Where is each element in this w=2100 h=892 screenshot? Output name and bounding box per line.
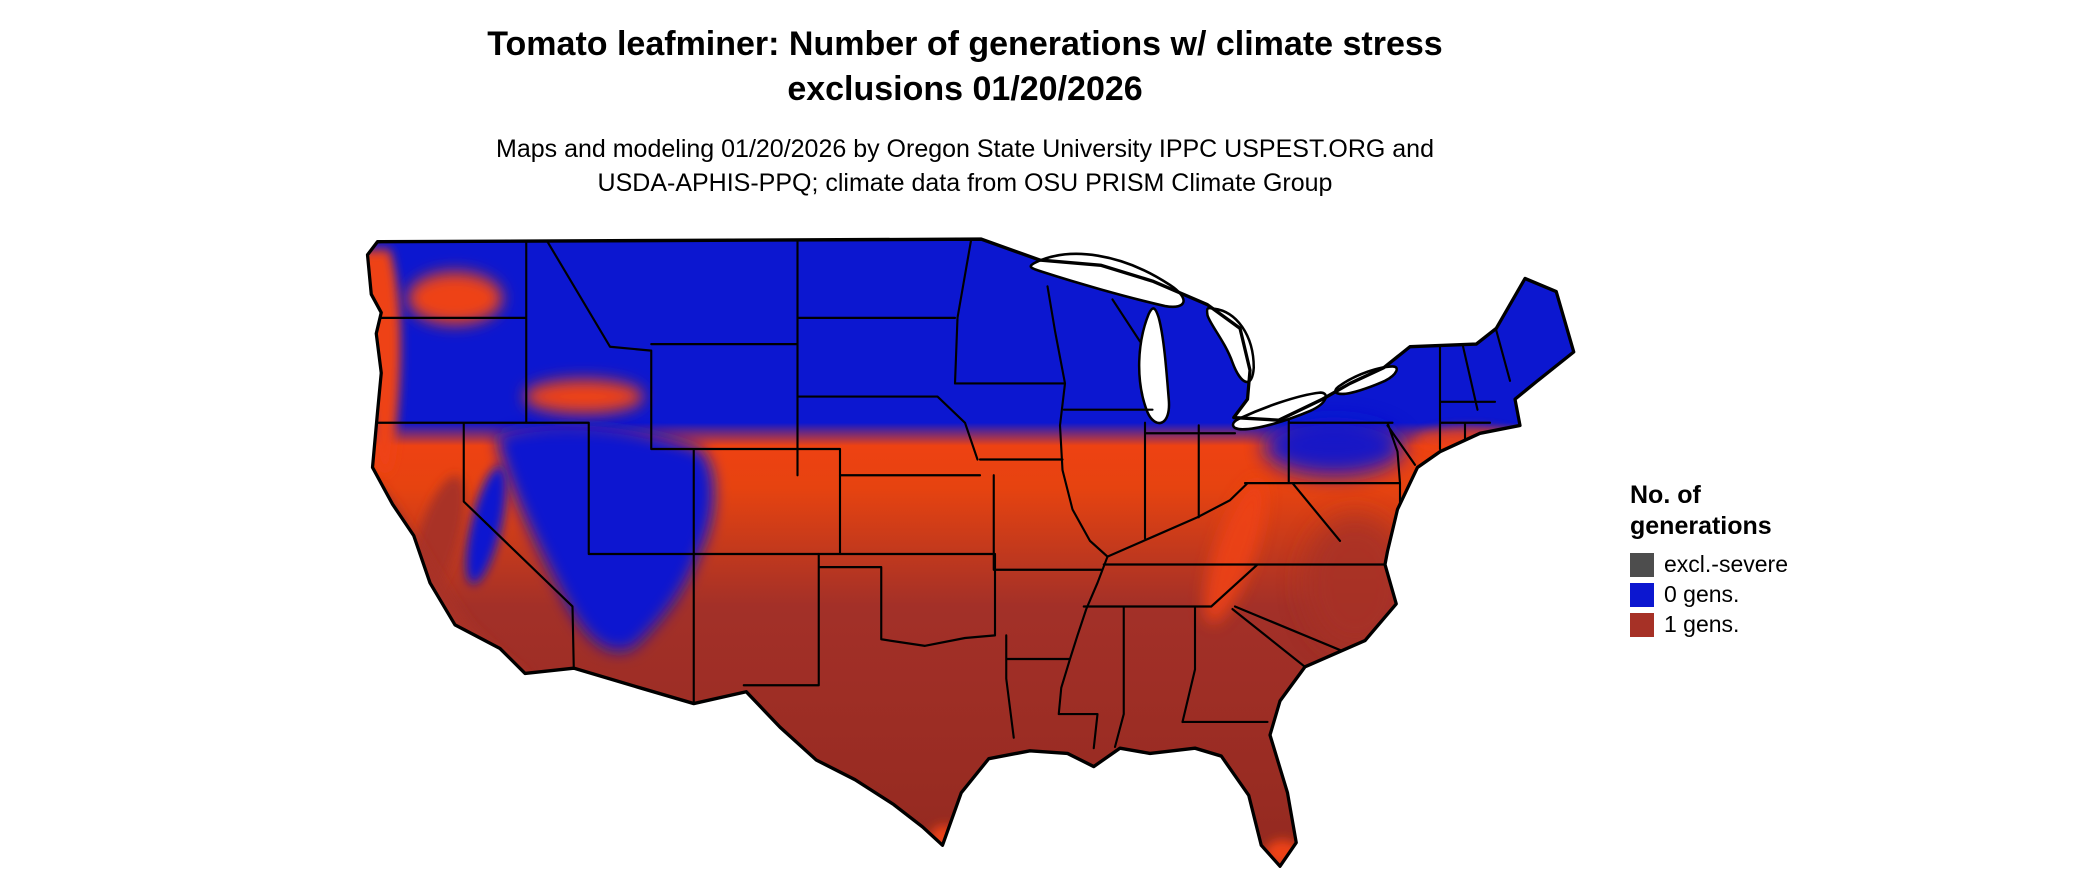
legend-heading-line1: No. of [1630, 481, 1701, 509]
zero-gens-color-swatch [1630, 582, 1654, 607]
sierra-nevada-blue-patch [466, 466, 507, 584]
appalachian-orange-tongue [1203, 479, 1267, 624]
legend-item-1-gens: 1 gens. [1630, 611, 1788, 638]
state-borders [373, 239, 1512, 750]
legend-item-excl-severe: excl.-severe [1630, 551, 1788, 578]
legend-label-excl-severe: excl.-severe [1664, 551, 1788, 577]
us-generations-map [340, 226, 1590, 882]
title-block: Tomato leafminer: Number of generations … [265, 22, 1665, 201]
legend-item-0-gens: 0 gens. [1630, 581, 1788, 608]
lake-michigan [1137, 307, 1171, 425]
page-subtitle: Maps and modeling 01/20/2026 by Oregon S… [265, 132, 1665, 201]
conus-choropleth-svg [365, 237, 1576, 868]
lake-superior [1029, 252, 1185, 309]
page-subtitle-line1: Maps and modeling 01/20/2026 by Oregon S… [496, 134, 1434, 163]
excl-severe-color-swatch [1630, 552, 1654, 577]
state-borders-central [742, 239, 1109, 750]
rockies-blue-patch [496, 425, 714, 651]
page-subtitle-line2: USDA-APHIS-PPQ; climate data from OSU PR… [597, 169, 1333, 198]
great-lakes [1029, 252, 1398, 431]
columbia-basin-orange-patch [407, 271, 503, 325]
state-borders-west [373, 240, 995, 705]
page-title-line2: exclusions 01/20/2026 [787, 69, 1143, 108]
southeast-coastal-plain-red-patch [1302, 514, 1408, 652]
map-legend: No. of generations excl.-severe 0 gens. … [1630, 480, 1788, 641]
page-title-line1: Tomato leafminer: Number of generations … [487, 25, 1443, 63]
snake-river-plain-orange-patch [523, 379, 644, 414]
legend-heading-line2: generations [1630, 511, 1772, 540]
state-borders-east [1062, 298, 1512, 748]
lake-huron [1205, 306, 1256, 384]
legend-heading: No. of generations [1630, 480, 1788, 541]
one-gens-color-swatch [1630, 612, 1654, 637]
appalachian-plateau-blue-patch [1263, 417, 1404, 476]
legend-label-1-gens: 1 gens. [1664, 611, 1740, 637]
legend-label-0-gens: 0 gens. [1664, 581, 1740, 607]
